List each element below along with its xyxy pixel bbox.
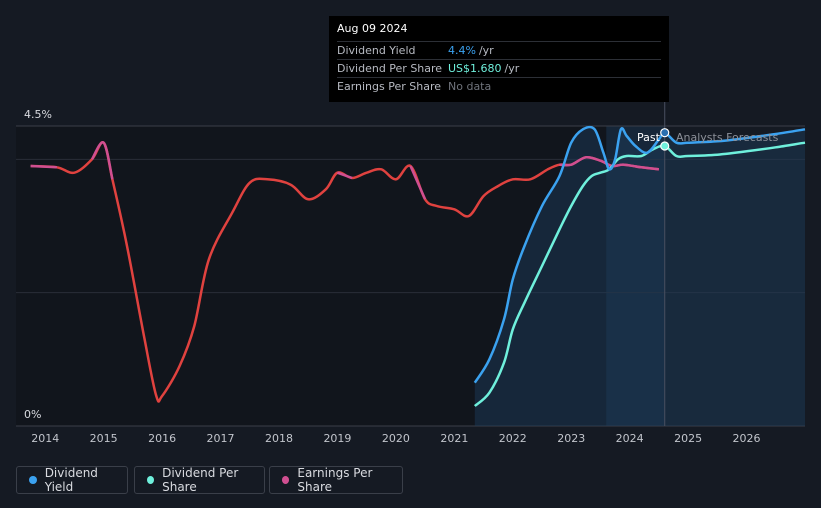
cursor-markers <box>660 128 670 151</box>
x-tick-label: 2024 <box>616 432 644 445</box>
x-tick-label: 2022 <box>499 432 527 445</box>
past-label: Past <box>637 131 660 144</box>
tooltip-label: Dividend Per Share <box>337 62 443 75</box>
legend-earnings-per-share[interactable]: Earnings Per Share <box>269 466 403 494</box>
x-tick-label: 2018 <box>265 432 293 445</box>
x-ticks: 2014 2015 2016 2017 2018 2019 2020 2021 2022 2023… <box>31 432 760 445</box>
dps-marker <box>660 141 670 151</box>
x-tick-label: 2015 <box>90 432 118 445</box>
legend-label: Earnings Per Share <box>297 466 373 494</box>
tooltip-value: No data <box>448 80 492 93</box>
x-tick-label: 2026 <box>733 432 761 445</box>
tooltip-row-eps: Earnings Per Share No data <box>337 77 661 95</box>
yield-area-fill <box>474 126 805 427</box>
x-tick-label: 2019 <box>323 432 351 445</box>
x-tick-label: 2021 <box>440 432 468 445</box>
tooltip-value: US$1.680 <box>448 62 502 75</box>
y-label-bottom: 0% <box>24 408 42 421</box>
legend-label: Dividend Yield <box>44 466 98 494</box>
x-tick-label: 2016 <box>148 432 176 445</box>
legend-dot-icon <box>282 476 290 484</box>
legend-dividend-per-share[interactable]: Dividend Per Share <box>134 466 265 494</box>
legend-dot-icon <box>29 476 37 484</box>
y-label-top: 4.5% <box>24 108 52 121</box>
tooltip-value: 4.4% <box>448 44 476 57</box>
eps-segment-2015 <box>90 141 114 180</box>
legend-label: Dividend Per Share <box>162 466 239 494</box>
eps-segment-2019 <box>336 171 353 180</box>
legend-dividend-yield[interactable]: Dividend Yield <box>16 466 128 494</box>
tooltip-row-dps: Dividend Per Share US$1.680 /yr <box>337 59 661 77</box>
dividend-yield-line <box>473 125 806 384</box>
tooltip-unit: /yr <box>504 62 520 75</box>
series-lines <box>30 125 806 407</box>
tooltip-label: Dividend Yield <box>337 44 416 57</box>
tooltip-label: Earnings Per Share <box>337 80 442 93</box>
tooltip-date: Aug 09 2024 <box>337 22 408 35</box>
x-tick-label: 2017 <box>207 432 235 445</box>
yield-area <box>474 126 805 427</box>
eps-segment-2020 <box>409 165 427 200</box>
x-tick-label: 2023 <box>557 432 585 445</box>
x-tick-label: 2025 <box>674 432 702 445</box>
tooltip-unit: /yr <box>478 44 494 57</box>
eps-segment-2014 <box>30 164 57 169</box>
legend-dot-icon <box>147 476 155 484</box>
tooltip-row-yield: Dividend Yield 4.4% /yr <box>337 41 661 59</box>
x-tick-label: 2020 <box>382 432 410 445</box>
tooltip: Aug 09 2024 Dividend Yield 4.4% /yr Divi… <box>329 16 669 102</box>
yield-marker <box>660 128 670 138</box>
forecast-label: Analysts Forecasts <box>676 131 779 144</box>
x-tick-label: 2014 <box>31 432 59 445</box>
